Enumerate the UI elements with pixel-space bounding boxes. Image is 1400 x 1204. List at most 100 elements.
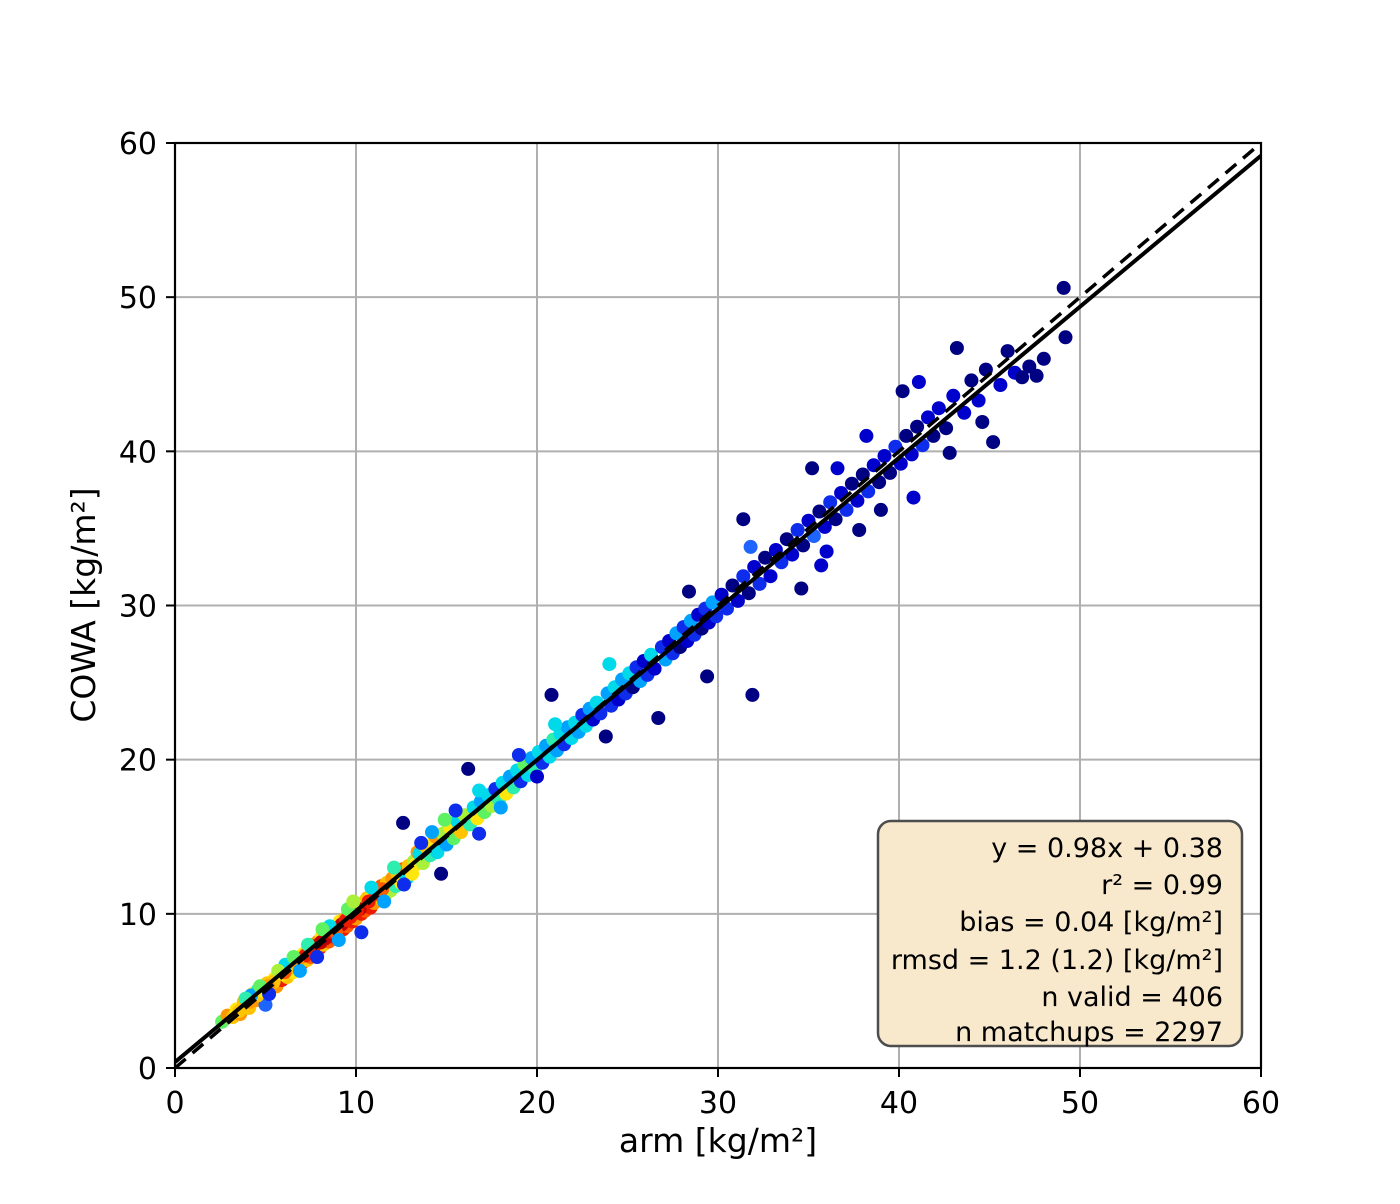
fit-line <box>175 154 1261 1064</box>
scatter-point <box>814 558 829 573</box>
scatter-point <box>387 860 401 875</box>
scatter-point <box>971 393 986 408</box>
stats-line-rmsd: rmsd = 1.2 (1.2) [kg/m²] <box>891 945 1223 976</box>
scatter-point <box>292 963 307 978</box>
scatter-point <box>1015 370 1030 385</box>
scatter-point <box>354 925 369 940</box>
scatter-point <box>602 657 617 672</box>
scatter-point <box>758 550 773 565</box>
scatter-point <box>1029 368 1044 383</box>
y-tick-label: 0 <box>138 1052 157 1087</box>
axis-ticks: 0 10 20 30 40 50 60 0 10 20 30 40 50 60 <box>119 127 1280 1121</box>
scatter-point <box>852 523 867 537</box>
scatter-point <box>396 815 411 830</box>
scatter-point <box>743 539 758 554</box>
scatter-point <box>1036 351 1051 366</box>
scatter-point <box>939 421 954 436</box>
scatter-point <box>830 461 845 476</box>
scatter-point <box>425 825 439 840</box>
scatter-point <box>530 769 544 784</box>
scatter-point <box>682 584 696 599</box>
scatter-point <box>1058 330 1073 345</box>
scatter-point <box>310 950 325 964</box>
scatter-point <box>931 401 946 416</box>
identity-line <box>175 143 1261 1068</box>
scatter-point <box>942 445 957 460</box>
scatter-point <box>437 812 452 827</box>
scatter-point <box>434 866 449 881</box>
scatter-point <box>752 576 767 591</box>
scatter-point <box>946 388 961 403</box>
scatter-point <box>741 586 756 601</box>
x-axis-label: arm [kg/m²] <box>619 1121 817 1160</box>
scatter-point <box>258 997 273 1012</box>
scatter-point <box>448 803 463 818</box>
scatter-point <box>430 845 445 860</box>
stats-line-nvalid: n valid = 406 <box>1041 982 1223 1013</box>
stats-line-equation: y = 0.98x + 0.38 <box>991 833 1223 864</box>
scatter-point <box>1000 344 1015 359</box>
scatter-point <box>397 877 411 892</box>
scatter-point <box>493 800 508 815</box>
scatter-point <box>598 729 613 744</box>
scatter-point <box>823 495 838 510</box>
stats-line-bias: bias = 0.04 [kg/m²] <box>959 907 1223 938</box>
stats-box-background <box>878 821 1242 1046</box>
scatter-point <box>548 717 563 732</box>
scatter-point <box>414 835 429 850</box>
scatter-point <box>736 569 751 584</box>
scatter-point <box>472 783 487 798</box>
scatter-point <box>975 415 990 429</box>
scatter-point <box>315 922 330 937</box>
scatter-point <box>910 419 925 434</box>
y-tick-label: 50 <box>119 281 157 316</box>
scatter-point <box>957 405 972 420</box>
scatter-point <box>873 502 888 517</box>
scatter-point <box>544 687 559 702</box>
scatter-point <box>763 569 778 584</box>
scatter-point <box>921 410 935 425</box>
scatter-point <box>964 373 979 388</box>
scatter-point <box>911 375 926 389</box>
scatter-point <box>895 384 910 399</box>
y-tick-label: 60 <box>119 127 157 162</box>
x-tick-label: 20 <box>518 1086 556 1121</box>
x-tick-label: 30 <box>699 1086 737 1121</box>
scatter-point <box>906 490 921 505</box>
stats-line-nmatchups: n matchups = 2297 <box>955 1017 1223 1048</box>
scatter-point <box>377 894 392 909</box>
scatter-point <box>819 544 834 559</box>
x-tick-label: 0 <box>165 1086 184 1121</box>
scatter-point <box>986 435 1001 450</box>
scatter-point <box>364 880 379 895</box>
reference-lines <box>175 143 1261 1068</box>
scatter-point <box>794 581 809 596</box>
scatter-point <box>859 428 874 443</box>
stats-box: y = 0.98x + 0.38 r² = 0.99 bias = 0.04 [… <box>876 819 1244 1048</box>
scatter-point <box>949 341 964 355</box>
scatter-point <box>899 428 914 443</box>
scatter-point <box>1056 280 1071 295</box>
scatter-point <box>736 512 751 527</box>
y-tick-label: 40 <box>119 435 157 470</box>
scatter-point <box>472 826 487 841</box>
scatter-point <box>461 761 476 776</box>
x-tick-label: 40 <box>880 1086 918 1121</box>
scatter-point <box>805 461 820 476</box>
scatter-point <box>993 378 1008 392</box>
scatter-point <box>877 449 892 463</box>
scatter-point <box>511 748 526 762</box>
y-tick-label: 20 <box>119 744 157 779</box>
y-tick-label: 30 <box>119 590 157 625</box>
scatter-point <box>790 523 805 537</box>
x-tick-label: 60 <box>1242 1086 1280 1121</box>
y-tick-label: 10 <box>119 898 157 933</box>
scatter-point <box>651 711 666 725</box>
x-tick-label: 50 <box>1061 1086 1099 1121</box>
stats-box-border <box>876 819 1244 1048</box>
y-axis-label: COWA [kg/m²] <box>64 487 103 722</box>
stats-line-r2: r² = 0.99 <box>1101 870 1223 901</box>
scatter-point <box>844 476 859 491</box>
